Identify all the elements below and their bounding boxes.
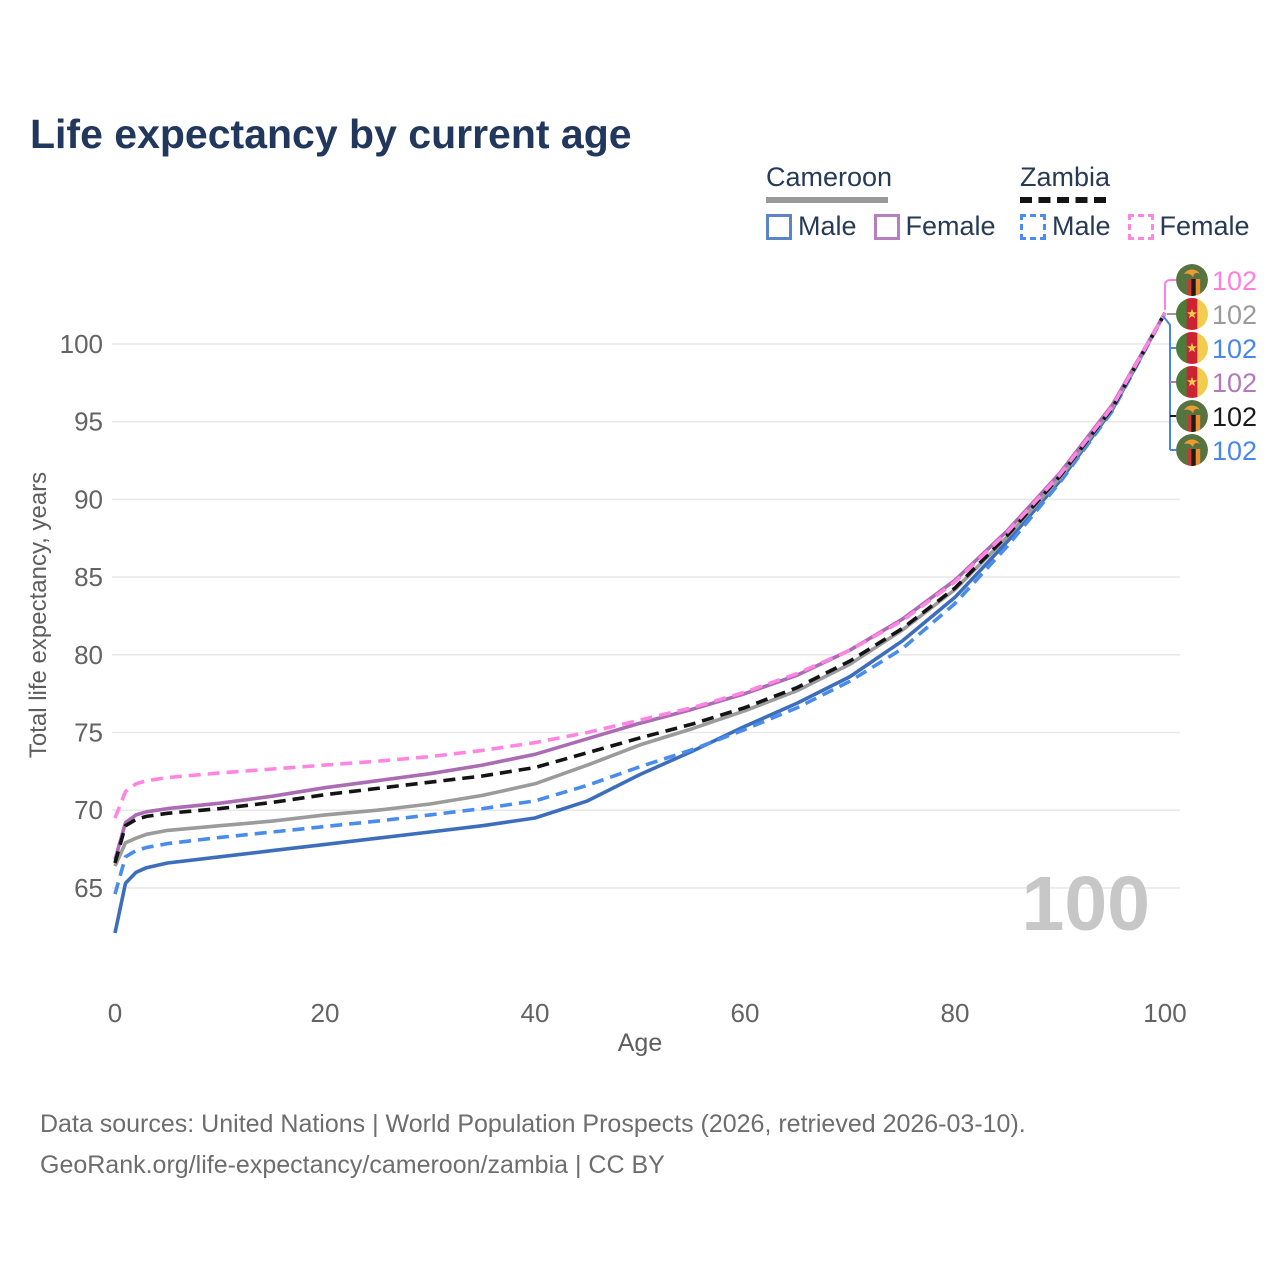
y-tick-label: 85	[74, 562, 103, 592]
x-tick-label: 0	[108, 998, 122, 1028]
end-label-value: 102	[1212, 402, 1257, 432]
cameroon-flag-icon	[1176, 332, 1208, 364]
end-label-cameroon_total[interactable]: 102	[1176, 298, 1257, 330]
x-tick-label: 60	[731, 998, 760, 1028]
cameroon-female-swatch-icon	[873, 213, 900, 240]
end-label-cameroon_male[interactable]: 102	[1176, 332, 1257, 364]
series-line-cameroon_total[interactable]	[113, 312, 1167, 867]
legend-item-label: Female	[905, 211, 996, 241]
current-age-watermark: 100	[1021, 861, 1150, 947]
y-tick-label: 100	[60, 329, 103, 359]
series-line-zambia_female[interactable]	[113, 312, 1167, 819]
zambia-male-swatch-icon	[1020, 213, 1046, 240]
end-label-zambia_total[interactable]: 102	[1176, 400, 1257, 433]
cameroon-male-swatch-icon	[766, 213, 792, 240]
legend-country-cameroon[interactable]: Cameroon	[766, 162, 893, 192]
footer: Data sources: United Nations | World Pop…	[40, 1104, 1026, 1186]
legend-item-label: Female	[1159, 211, 1250, 241]
y-tick-label: 70	[74, 795, 103, 825]
zambia-flag-icon	[1176, 434, 1208, 466]
end-label-cameroon_female[interactable]: 102	[1176, 366, 1257, 398]
y-tick-label: 75	[74, 718, 103, 748]
cameroon-line-style-sample	[766, 197, 888, 203]
legend-group-cameroon: Cameroon Male Female	[766, 162, 1013, 242]
x-axis-title: Age	[618, 1029, 662, 1057]
y-tick-label: 80	[74, 640, 103, 670]
cameroon-flag-icon	[1176, 298, 1208, 330]
series-line-cameroon_female[interactable]	[113, 312, 1167, 861]
x-tick-label: 40	[521, 998, 550, 1028]
end-label-value: 102	[1212, 436, 1257, 466]
end-label-value: 102	[1212, 368, 1257, 398]
x-tick-label: 20	[311, 998, 340, 1028]
series-line-cameroon_male[interactable]	[113, 312, 1167, 934]
legend-item-zambia-female[interactable]: Female	[1127, 211, 1250, 242]
legend-item-cameroon-female[interactable]: Female	[873, 211, 996, 242]
legend-country-zambia[interactable]: Zambia	[1020, 162, 1111, 192]
zambia-flag-icon	[1176, 400, 1208, 432]
data-sources-text: Data sources: United Nations | World Pop…	[40, 1110, 1026, 1138]
y-tick-label: 90	[74, 484, 103, 514]
end-label-zambia_male[interactable]: 102	[1176, 434, 1257, 467]
x-tick-label: 100	[1143, 998, 1186, 1028]
attribution-text: GeoRank.org/life-expectancy/cameroon/zam…	[40, 1151, 665, 1179]
legend-item-cameroon-male[interactable]: Male	[766, 211, 857, 242]
y-tick-label: 65	[74, 873, 103, 903]
legend-item-label: Male	[1052, 211, 1111, 241]
cameroon-flag-icon	[1176, 366, 1208, 398]
leader-line-zambia-female	[1164, 279, 1176, 310]
page-title: Life expectancy by current age	[30, 111, 632, 158]
zambia-female-swatch-icon	[1127, 213, 1154, 240]
y-tick-label: 95	[74, 407, 103, 437]
end-label-value: 102	[1212, 334, 1257, 364]
zambia-flag-icon	[1176, 264, 1208, 296]
y-axis-title: Total life expectancy, years	[25, 472, 52, 758]
end-label-zambia_female[interactable]: 102	[1176, 264, 1257, 297]
legend-item-label: Male	[798, 211, 857, 241]
series-line-zambia_male[interactable]	[113, 312, 1167, 895]
series-line-zambia_total[interactable]	[113, 312, 1167, 864]
end-label-value: 102	[1212, 300, 1257, 330]
zambia-line-style-sample	[1020, 197, 1106, 203]
end-label-value: 102	[1212, 266, 1257, 296]
x-tick-label: 80	[941, 998, 970, 1028]
leader-line-male	[1162, 315, 1176, 451]
legend-group-zambia: Zambia Male Female	[1020, 162, 1267, 242]
legend-item-zambia-male[interactable]: Male	[1020, 211, 1111, 242]
